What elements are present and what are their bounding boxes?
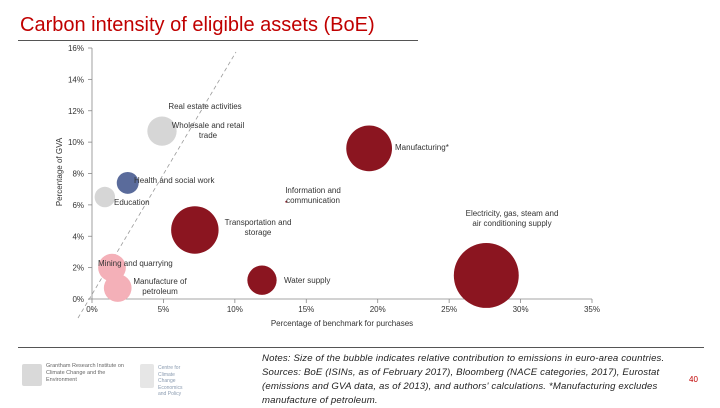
bubble-label-1: Wholesale and retail trade: [172, 121, 245, 140]
bubble-label-line: Electricity, gas, steam and: [466, 209, 559, 218]
bubble-label-line: air conditioning supply: [472, 219, 551, 228]
bubble-label-4: Education: [114, 198, 150, 207]
bubble-label-line: Mining and quarrying: [98, 259, 173, 268]
bubble-label-line: Manufacture of: [133, 277, 187, 286]
bubble-label-7: Electricity, gas, steam and air condition…: [466, 209, 559, 228]
bubble-label-2: Manufacturing*: [395, 143, 449, 152]
bubble-2: [346, 125, 393, 172]
x-axis-title: Percentage of benchmark for purchases: [271, 319, 413, 328]
bubble-label-line: Health and social work: [134, 176, 215, 185]
logo-mark: [140, 364, 154, 388]
page-number: 40: [689, 375, 698, 384]
bubble-4: [94, 186, 116, 208]
bubble-9: [103, 274, 132, 302]
bubble-label-8: Mining and quarrying: [98, 259, 173, 268]
y-tick-label: 0%: [72, 295, 84, 304]
slide-title: Carbon intensity of eligible assets (BoE…: [20, 14, 375, 36]
bubble-label-line: Real estate activities: [168, 102, 241, 111]
y-tick-label: 16%: [68, 44, 84, 53]
x-tick-label: 35%: [584, 305, 600, 314]
y-tick-label: 4%: [72, 232, 84, 241]
x-tick-label: 15%: [298, 305, 314, 314]
bubble-5: [285, 200, 288, 203]
bubble-chart: 0% 2% 4% 6% 8% 10% 12% 14% 16% 0% 5% 10% 15% 20% 25% 30…: [55, 44, 600, 328]
chart-axes: 0% 2% 4% 6% 8% 10% 12% 14% 16% 0% 5% 10% 15% 20% 25% 30…: [68, 44, 600, 314]
x-tick-label: 10%: [227, 305, 243, 314]
y-tick-label: 10%: [68, 138, 84, 147]
footer-divider: [18, 347, 704, 348]
cccep-logo: Centre for Climate Change Economics and …: [140, 362, 190, 397]
bubble-label-5: Information and communication: [285, 186, 341, 205]
bubble-labels: Real estate activities Wholesale and reta…: [98, 102, 558, 296]
logo-mark: [22, 364, 42, 386]
bubble-7: [453, 243, 519, 308]
bubble-label-10: Water supply: [284, 276, 330, 285]
bubble-label-line: Manufacturing*: [395, 143, 449, 152]
grantham-institute-logo: Grantham Research Institute on Climate C…: [22, 360, 132, 392]
bubble-label-line: Information and: [285, 186, 341, 195]
bubble-10: [247, 265, 277, 295]
bubble-series: [94, 116, 519, 308]
bubble-3: [116, 171, 139, 194]
x-tick-label: 20%: [370, 305, 386, 314]
bubble-label-line: storage: [245, 228, 272, 237]
logo-text: Centre for Climate Change Economics and …: [158, 365, 183, 397]
bubble-label-line: trade: [199, 131, 218, 140]
x-tick-label: 30%: [513, 305, 529, 314]
y-axis-title: Percentage of GVA: [55, 137, 64, 206]
y-tick-label: 12%: [68, 107, 84, 116]
bubble-label-line: petroleum: [142, 287, 178, 296]
y-tick-label: 6%: [72, 201, 84, 210]
bubble-6: [171, 206, 219, 254]
x-tick-label: 0%: [86, 305, 98, 314]
y-tick-label: 8%: [72, 170, 84, 179]
x-tick-label: 25%: [441, 305, 457, 314]
bubble-label-0: Real estate activities: [168, 102, 241, 111]
bubble-label-line: Water supply: [284, 276, 330, 285]
bubble-label-3: Health and social work: [134, 176, 215, 185]
bubble-label-line: Education: [114, 198, 150, 207]
bubble-label-line: Wholesale and retail: [172, 121, 245, 130]
y-tick-label: 2%: [72, 264, 84, 273]
bubble-label-6: Transportation and storage: [225, 218, 292, 237]
title-underline: [18, 40, 418, 41]
chart-notes: Notes: Size of the bubble indicates rela…: [262, 353, 665, 406]
bubble-label-line: Transportation and: [225, 218, 292, 227]
x-tick-label: 5%: [158, 305, 170, 314]
logo-text: Grantham Research Institute on Climate C…: [46, 363, 124, 383]
bubble-label-line: communication: [286, 196, 340, 205]
y-tick-label: 14%: [68, 75, 84, 84]
bubble-0: [147, 116, 177, 146]
bubble-label-9: Manufacture of petroleum: [133, 277, 187, 296]
